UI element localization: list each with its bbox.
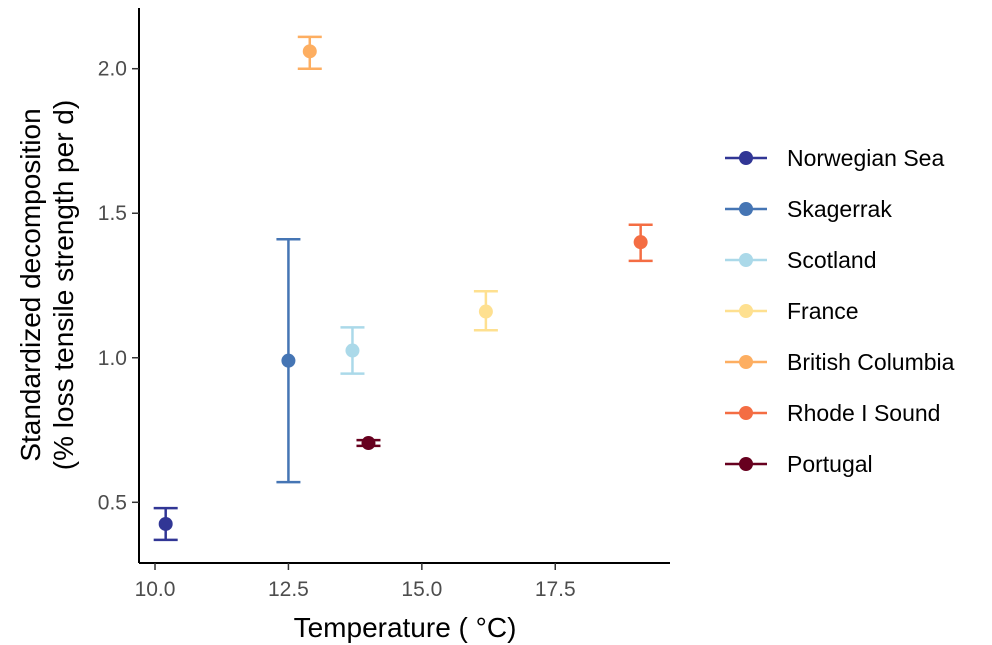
data-point-group	[356, 436, 381, 451]
y-axis-title-line-1: Standardized decomposition	[15, 108, 46, 461]
data-point-group	[340, 326, 365, 375]
legend-entry: Norwegian Sea	[725, 145, 944, 171]
data-point	[158, 516, 173, 531]
legend-label: Portugal	[787, 451, 873, 477]
legend-label: France	[787, 298, 859, 324]
data-point-group	[473, 290, 498, 332]
legend-entry: Portugal	[725, 451, 873, 477]
data-point	[281, 353, 296, 368]
legend: Norwegian Sea Skagerrak Scotland France Brit…	[725, 145, 955, 477]
x-axis-title: Temperature ( °C)	[294, 612, 517, 643]
x-tick-label: 15.0	[401, 578, 442, 601]
x-tick-label: 12.5	[268, 578, 309, 601]
legend-key-point	[739, 355, 753, 369]
data-point-group	[297, 35, 322, 70]
legend-entry: Rhode I Sound	[725, 400, 940, 426]
y-tick-label: 2.0	[98, 58, 127, 81]
y-tick-label: 0.5	[98, 491, 127, 514]
data-point	[361, 436, 376, 451]
data-point-group	[628, 223, 653, 263]
legend-key-point	[739, 304, 753, 318]
legend-entry: British Columbia	[725, 349, 955, 375]
x-tick-label: 10.0	[135, 578, 176, 601]
legend-key-point	[739, 457, 753, 471]
legend-key-point	[739, 406, 753, 420]
y-ticks: 0.5 1.0 1.5 2.0	[98, 58, 139, 514]
data-point	[478, 304, 493, 319]
data-point	[345, 343, 360, 358]
y-axis-title-line-2: (% loss tensile strength per d)	[48, 100, 79, 470]
legend-key-point	[739, 253, 753, 267]
legend-key-point	[739, 202, 753, 216]
y-axis-title: Standardized decomposition (% loss tensi…	[15, 100, 79, 470]
legend-label: Norwegian Sea	[787, 145, 944, 171]
legend-entry: Scotland	[725, 247, 877, 273]
data-point-group	[153, 506, 178, 542]
legend-label: Scotland	[787, 247, 877, 273]
legend-entry: France	[725, 298, 859, 324]
data-point	[633, 235, 648, 250]
legend-key-point	[739, 151, 753, 165]
x-ticks: 10.0 12.5 15.0 17.5	[135, 563, 576, 601]
data-point	[302, 44, 317, 59]
x-tick-label: 17.5	[535, 578, 576, 601]
axes	[138, 8, 670, 564]
y-tick-label: 1.0	[98, 347, 127, 370]
data-point-group	[276, 238, 301, 484]
legend-label: Skagerrak	[787, 196, 892, 222]
legend-label: Rhode I Sound	[787, 400, 940, 426]
y-tick-label: 1.5	[98, 202, 127, 225]
legend-entry: Skagerrak	[725, 196, 892, 222]
legend-label: British Columbia	[787, 349, 955, 375]
data-marks	[153, 35, 653, 542]
